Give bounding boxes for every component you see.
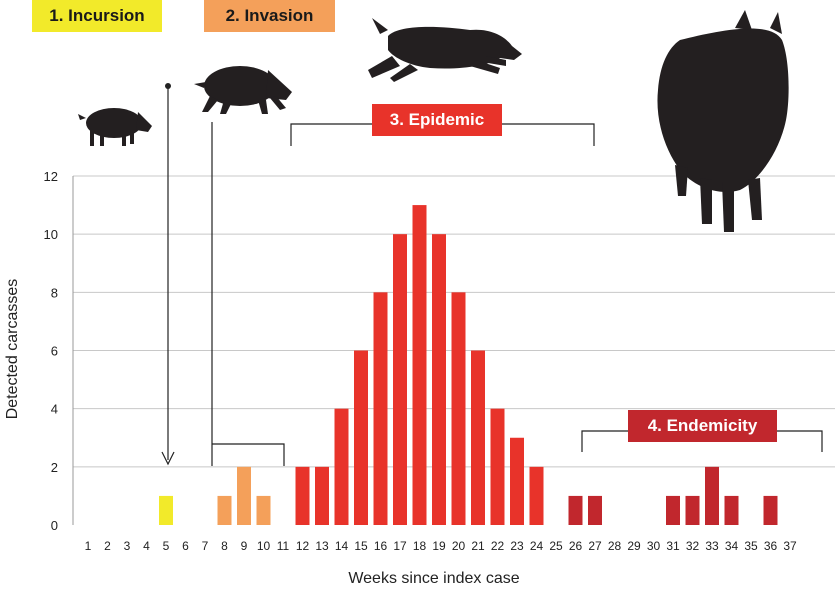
bar: [373, 292, 388, 525]
x-tick-label: 5: [163, 539, 170, 553]
bar: [393, 234, 407, 525]
bar: [471, 350, 485, 525]
x-tick-label: 24: [530, 539, 544, 553]
x-tick-label: 19: [432, 539, 446, 553]
bar: [237, 466, 251, 525]
x-tick-label: 12: [296, 539, 310, 553]
bar: [315, 466, 329, 525]
invasion-bracket: [212, 443, 285, 466]
bar: [685, 495, 700, 525]
boar-standing-icon: [657, 10, 789, 232]
x-tick-label: 30: [647, 539, 661, 553]
bar: [724, 495, 739, 525]
endemicity-badge-bg: [628, 410, 777, 442]
y-tick-label: 2: [51, 460, 58, 475]
x-axis-label: Weeks since index case: [348, 570, 520, 587]
endemicity-bracket-right: [777, 430, 823, 452]
x-tick-label: 9: [241, 539, 248, 553]
bar: [334, 408, 349, 525]
bar: [295, 466, 310, 525]
y-tick-label: 12: [44, 169, 58, 184]
x-tick-label: 17: [393, 539, 407, 553]
y-tick-label: 10: [44, 227, 58, 242]
x-tick-label: 8: [221, 539, 228, 553]
bar: [529, 466, 544, 525]
x-tick-label: 13: [315, 539, 329, 553]
incursion-badge-bg: [32, 0, 162, 32]
x-tick-label: 33: [705, 539, 719, 553]
phase-brackets: [32, 0, 823, 466]
x-tick-label: 7: [202, 539, 209, 553]
boar-small-icon: [78, 108, 152, 146]
incursion-badge: 1. Incursion: [49, 6, 145, 25]
x-tick-label: 29: [627, 539, 641, 553]
y-axis-label: Detected carcasses: [4, 278, 21, 420]
x-tick-label: 34: [725, 539, 739, 553]
epidemic-badge: 3. Epidemic: [389, 110, 485, 129]
bar: [159, 495, 173, 525]
bar: [412, 205, 427, 526]
x-tick-label: 21: [471, 539, 485, 553]
x-tick-label: 18: [413, 539, 427, 553]
x-tick-label: 23: [510, 539, 524, 553]
x-tick-label: 20: [452, 539, 466, 553]
epidemic-bracket-left: [290, 123, 372, 146]
x-tick-label: 37: [783, 539, 797, 553]
invasion-badge: 2. Invasion: [225, 6, 314, 25]
bar: [217, 495, 232, 525]
x-tick-label: 27: [588, 539, 602, 553]
x-tick-label: 1: [85, 539, 92, 553]
boar-leaping-icon: [368, 18, 522, 82]
x-tick-label: 4: [143, 539, 150, 553]
epidemic-badge-bg: [372, 104, 502, 136]
x-tick-label: 22: [491, 539, 505, 553]
y-tick-label: 0: [51, 518, 58, 533]
x-tick-label: 28: [608, 539, 622, 553]
bar: [354, 350, 368, 525]
x-tick-label: 3: [124, 539, 131, 553]
x-tick-label: 32: [686, 539, 700, 553]
bar: [705, 466, 719, 525]
endemicity-bracket-left: [581, 430, 628, 452]
boar-walking-icon: [194, 66, 292, 114]
epidemic-bracket-right: [502, 123, 595, 146]
x-tick-label: 10: [257, 539, 271, 553]
bar: [763, 495, 778, 525]
x-tick-label: 35: [744, 539, 758, 553]
bar: [432, 234, 446, 525]
bar: [256, 495, 271, 525]
x-tick-label: 31: [666, 539, 680, 553]
y-tick-label: 4: [51, 402, 58, 417]
x-tick-label: 11: [277, 539, 290, 553]
bar: [588, 495, 602, 525]
y-axis: 0 2 4 6 8 10 12: [44, 169, 74, 533]
x-tick-label: 26: [569, 539, 583, 553]
bar: [510, 437, 524, 525]
x-tick-label: 25: [549, 539, 563, 553]
x-tick-label: 6: [182, 539, 189, 553]
x-tick-label: 16: [374, 539, 388, 553]
invasion-badge-bg: [204, 0, 335, 32]
y-tick-label: 8: [51, 285, 58, 300]
bar: [568, 495, 583, 525]
boar-silhouettes: [78, 10, 789, 232]
x-tick-label: 14: [335, 539, 349, 553]
bar: [451, 292, 466, 525]
incursion-arrow-dot: [165, 83, 171, 89]
bar: [490, 408, 505, 525]
bar: [666, 495, 680, 525]
incursion-arrow-head: [161, 451, 175, 466]
endemicity-badge: 4. Endemicity: [647, 416, 758, 435]
x-tick-label: 36: [764, 539, 778, 553]
bars: [159, 205, 778, 526]
x-tick-label: 2: [104, 539, 111, 553]
x-tick-label: 15: [354, 539, 368, 553]
x-axis: 1 2 3 4 5 6 7 8 9 10 11 12 13 14 15 16 17 18 19 20 21 22 23 24 2…: [85, 539, 797, 553]
y-tick-label: 6: [51, 344, 58, 359]
